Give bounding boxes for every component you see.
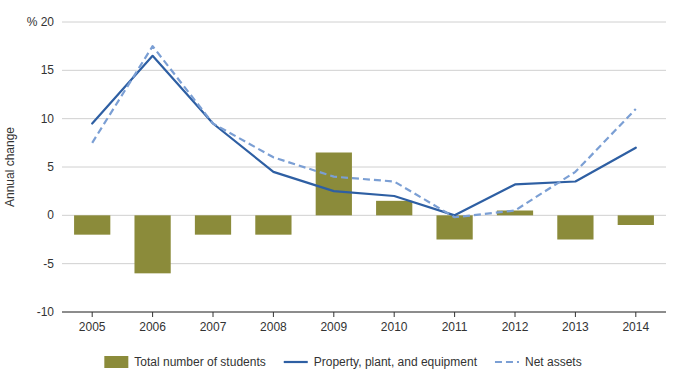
legend-item: Property, plant, and equipment bbox=[284, 355, 478, 369]
legend-swatch bbox=[284, 361, 308, 363]
plot-area bbox=[74, 46, 654, 273]
legend: Total number of students Property, plant,… bbox=[104, 355, 581, 369]
bar bbox=[557, 215, 593, 239]
grid-line bbox=[62, 22, 666, 23]
x-tick bbox=[515, 312, 516, 317]
x-tick-label: 2014 bbox=[622, 320, 649, 334]
x-tick-label: 2013 bbox=[562, 320, 589, 334]
y-tick-label: % 20 bbox=[27, 15, 55, 29]
legend-label: Total number of students bbox=[134, 355, 265, 369]
line bbox=[92, 56, 636, 216]
legend-swatch bbox=[495, 361, 519, 363]
bar bbox=[195, 215, 231, 234]
x-tick-label: 2011 bbox=[442, 320, 468, 334]
x-tick bbox=[273, 312, 274, 317]
grid-line bbox=[62, 167, 666, 168]
y-tick-label: 15 bbox=[41, 63, 55, 77]
x-tick-label: 2006 bbox=[139, 320, 166, 334]
y-grid bbox=[62, 22, 666, 312]
y-tick-label: 5 bbox=[47, 160, 54, 174]
x-tick bbox=[92, 312, 93, 317]
x-tick bbox=[152, 312, 153, 317]
line bbox=[92, 46, 636, 217]
bar bbox=[618, 215, 654, 225]
grid-line bbox=[62, 118, 666, 119]
bar bbox=[134, 215, 170, 273]
legend-label: Net assets bbox=[525, 355, 582, 369]
bar bbox=[316, 153, 352, 216]
x-tick bbox=[575, 312, 576, 317]
x-tick-label: 2005 bbox=[79, 320, 106, 334]
legend-swatch bbox=[104, 356, 128, 368]
x-tick bbox=[454, 312, 455, 317]
legend-item: Total number of students bbox=[104, 355, 265, 369]
bar bbox=[436, 215, 472, 239]
chart: -10 -5 0 5 10 15 % 20 Annual change 2005 2006 2007… bbox=[0, 0, 686, 384]
x-tick bbox=[635, 312, 636, 317]
y-tick-label: 10 bbox=[41, 112, 55, 126]
x-tick-label: 2009 bbox=[320, 320, 347, 334]
y-axis-label: Annual change bbox=[3, 127, 17, 207]
bar bbox=[255, 215, 291, 234]
x-tick bbox=[333, 312, 334, 317]
bar bbox=[74, 215, 110, 234]
x-tick-label: 2010 bbox=[381, 320, 408, 334]
y-tick-label: 0 bbox=[47, 208, 54, 222]
x-tick-label: 2012 bbox=[502, 320, 529, 334]
grid-line bbox=[62, 70, 666, 71]
x-tick-label: 2007 bbox=[200, 320, 227, 334]
x-tick bbox=[213, 312, 214, 317]
y-tick-label: -5 bbox=[43, 257, 54, 271]
legend-item: Net assets bbox=[495, 355, 582, 369]
x-tick-label: 2008 bbox=[260, 320, 287, 334]
x-tick bbox=[394, 312, 395, 317]
y-tick-label: -10 bbox=[37, 305, 55, 319]
legend-label: Property, plant, and equipment bbox=[314, 355, 478, 369]
bar bbox=[376, 201, 412, 216]
